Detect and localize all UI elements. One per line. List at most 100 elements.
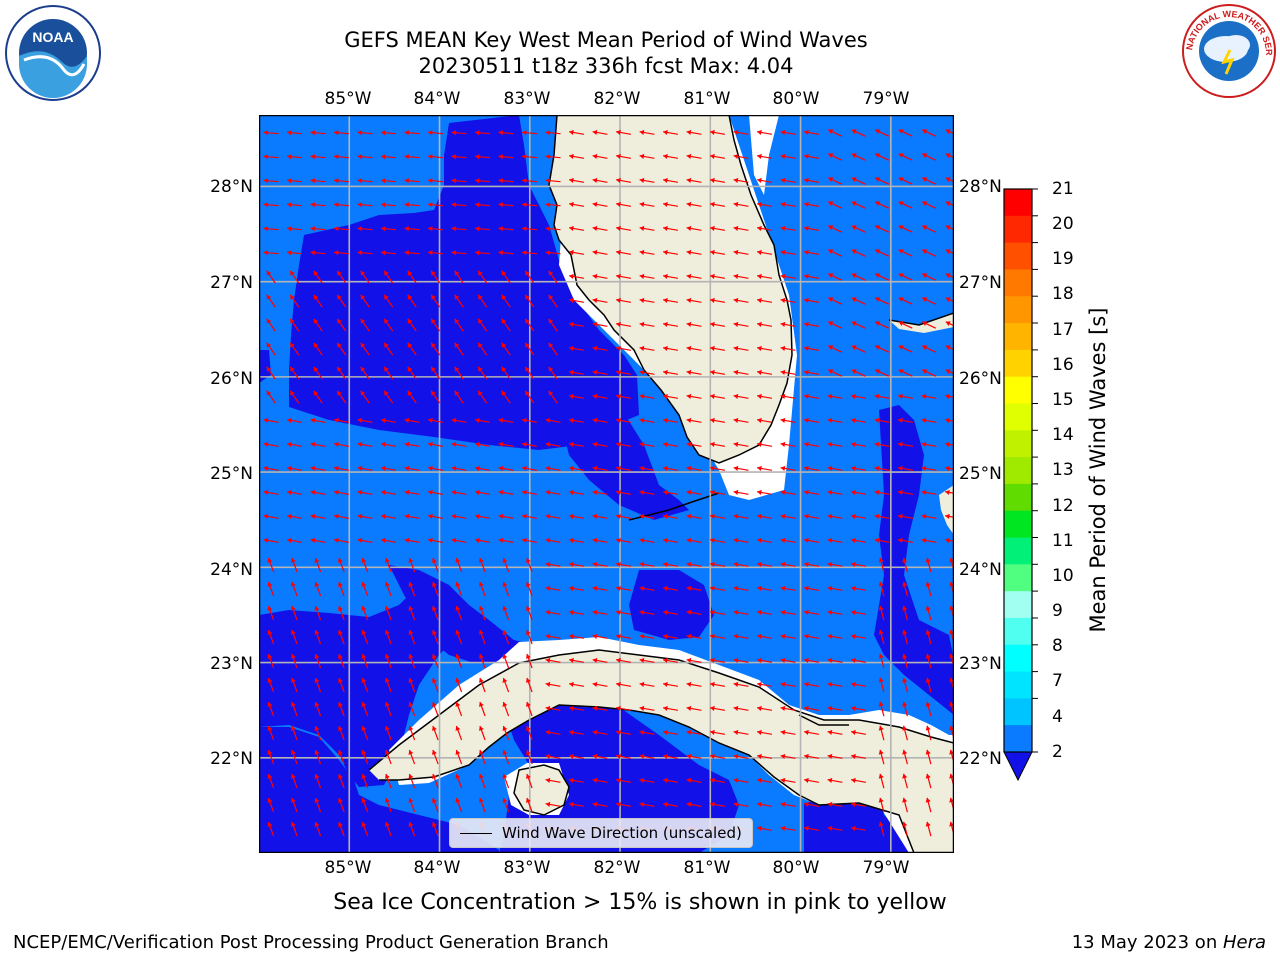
wave-direction-arrowhead xyxy=(479,798,484,803)
wave-direction-arrowhead xyxy=(267,630,273,635)
wave-direction-arrowhead xyxy=(851,321,857,326)
wave-direction-arrowhead xyxy=(267,678,273,683)
wave-direction-arrowhead xyxy=(475,178,480,184)
wave-direction-arrowhead xyxy=(548,390,554,396)
wave-direction-arrowhead xyxy=(501,270,507,276)
wave-direction-arrowhead xyxy=(827,585,833,591)
wave-direction-arrowhead xyxy=(616,681,621,687)
wave-direction-arrowhead xyxy=(592,393,598,399)
wave-direction-arrowhead xyxy=(639,609,645,615)
wave-direction-arrowhead xyxy=(357,417,363,423)
wave-direction-arrowhead xyxy=(408,702,414,707)
wave-direction-arrowhead xyxy=(757,153,762,159)
wave-direction-arrowhead xyxy=(545,202,550,208)
wave-direction-arrowhead xyxy=(663,561,668,567)
wave-direction-arrowhead xyxy=(431,390,436,396)
wave-direction-arrowhead xyxy=(526,606,531,611)
wave-direction-arrowhead xyxy=(639,441,645,447)
wave-direction-arrowhead xyxy=(592,225,598,231)
wave-direction-arrowhead xyxy=(337,366,342,372)
wave-direction-arrowhead xyxy=(639,177,645,183)
colorbar-cell xyxy=(1004,296,1032,324)
wave-direction-arrowhead xyxy=(780,681,786,687)
wave-direction-arrowhead xyxy=(925,557,931,563)
wave-direction-arrowhead xyxy=(334,513,339,519)
wave-direction-arrowhead xyxy=(902,725,908,731)
wave-direction-arrowhead xyxy=(384,318,389,324)
wave-direction-arrowhead xyxy=(851,201,857,206)
wave-direction-arrowhead xyxy=(945,321,951,326)
wave-direction-arrowhead xyxy=(428,417,433,423)
wave-direction-arrowhead xyxy=(757,777,762,783)
wave-direction-arrowhead xyxy=(545,465,551,471)
wave-direction-arrowhead xyxy=(639,345,645,351)
wave-direction-arrowhead xyxy=(408,774,414,779)
wave-direction-arrowhead xyxy=(710,753,715,759)
wave-direction-arrowhead xyxy=(502,582,508,587)
wave-direction-arrowhead xyxy=(616,705,621,711)
wave-direction-arrowhead xyxy=(780,777,786,783)
colorbar-cell xyxy=(1004,591,1032,619)
wave-direction-arrowhead xyxy=(290,342,295,348)
wave-direction-arrowhead xyxy=(404,202,409,208)
wave-direction-arrowhead xyxy=(337,294,342,300)
wave-direction-arrowhead xyxy=(428,489,433,495)
wave-direction-arrowhead xyxy=(479,654,484,659)
wave-direction-arrowhead xyxy=(851,633,856,639)
wave-direction-arrowhead xyxy=(548,318,554,324)
wave-direction-arrowhead xyxy=(384,390,389,396)
wave-direction-arrowhead xyxy=(338,678,343,683)
noaa-logo: NOAA xyxy=(4,4,102,102)
wave-direction-arrowhead xyxy=(357,226,362,232)
wave-direction-arrowhead xyxy=(334,130,339,136)
wave-direction-arrowhead xyxy=(385,606,390,611)
wave-direction-arrowhead xyxy=(592,705,598,711)
wave-direction-arrowhead xyxy=(804,249,809,255)
wave-direction-arrowhead xyxy=(361,750,367,755)
wave-direction-arrowhead xyxy=(404,489,410,495)
wave-direction-arrowhead xyxy=(267,558,273,563)
wave-direction-arrowhead xyxy=(545,609,551,615)
wave-direction-arrowhead xyxy=(404,178,409,184)
wave-direction-arrowhead xyxy=(663,753,668,759)
wave-direction-arrowhead xyxy=(432,822,437,827)
wave-direction-arrowhead xyxy=(338,750,343,755)
wave-direction-arrowhead xyxy=(428,202,433,208)
wave-direction-arrowhead xyxy=(334,178,339,184)
wave-direction-arrowhead xyxy=(663,441,668,447)
wave-direction-arrowhead xyxy=(780,201,786,207)
wave-direction-arrowhead xyxy=(314,774,320,779)
wave-direction-arrowhead xyxy=(357,537,363,543)
wave-direction-arrowhead xyxy=(898,441,903,447)
wave-direction-arrowhead xyxy=(945,153,951,158)
wave-direction-arrowhead xyxy=(639,129,645,135)
wave-direction-arrowhead xyxy=(314,654,320,659)
wave-direction-arrowhead xyxy=(733,129,739,135)
wave-direction-arrowhead xyxy=(851,513,856,519)
wave-direction-arrowhead xyxy=(733,681,739,687)
wave-direction-arrowhead xyxy=(334,441,339,447)
wave-direction-arrowhead xyxy=(902,773,908,779)
wave-direction-arrowhead xyxy=(710,681,715,687)
wave-direction-arrowhead xyxy=(663,537,668,543)
wave-direction-arrowhead xyxy=(522,154,527,160)
wave-direction-arrowhead xyxy=(733,633,739,639)
wave-direction-arrowhead xyxy=(526,726,531,731)
wave-direction-arrowhead xyxy=(310,441,316,447)
wave-direction-arrowhead xyxy=(314,582,320,587)
wave-direction-arrowhead xyxy=(757,825,762,831)
wave-direction-arrowhead xyxy=(287,489,292,495)
wave-direction-arrowhead xyxy=(287,465,292,471)
wave-direction-arrowhead xyxy=(404,465,410,471)
wave-direction-arrowhead xyxy=(804,585,809,591)
wave-direction-arrowhead xyxy=(686,249,692,255)
wave-direction-arrowhead xyxy=(454,294,460,300)
wave-direction-arrowhead xyxy=(569,369,574,375)
wave-direction-arrowhead xyxy=(945,441,950,447)
wave-direction-arrowhead xyxy=(545,250,550,256)
wave-direction-arrowhead xyxy=(925,773,931,779)
wave-direction-arrowhead xyxy=(616,201,621,207)
wave-direction-arrowhead xyxy=(898,129,904,134)
wave-direction-arrowhead xyxy=(266,270,272,276)
wave-direction-arrowhead xyxy=(451,154,456,160)
